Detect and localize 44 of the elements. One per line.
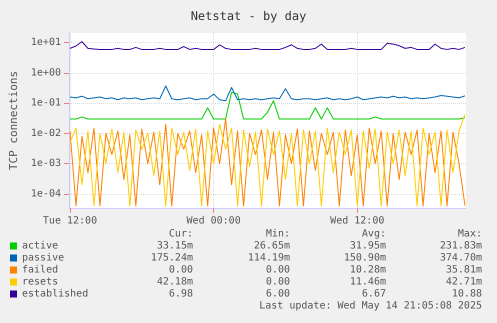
y-tick-label: 1e-04 bbox=[30, 188, 61, 200]
line-series bbox=[70, 86, 466, 102]
text: 175.24m bbox=[150, 252, 193, 264]
y-tick-label: 1e+01 bbox=[30, 37, 61, 48]
text: 150.90m bbox=[344, 252, 386, 264]
text: 6.67 bbox=[362, 288, 386, 300]
text: 35.81m bbox=[446, 264, 482, 276]
text: 0.00 bbox=[266, 264, 290, 276]
y-tick-label: 1e-02 bbox=[30, 128, 61, 139]
y-tick-label: 1e-01 bbox=[30, 98, 61, 109]
legend-label: established bbox=[22, 288, 88, 300]
legend-label: active bbox=[22, 240, 58, 252]
x-tick-label: Wed 12:00 bbox=[330, 216, 384, 226]
text: Avg: bbox=[362, 228, 386, 240]
y-tick-label: 1e-03 bbox=[30, 158, 61, 170]
x-tick-label: Wed 00:00 bbox=[186, 216, 241, 226]
text: 31.95m bbox=[350, 240, 386, 252]
text: 42.71m bbox=[446, 276, 482, 288]
legend-label: resets bbox=[22, 276, 58, 288]
legend-label: passive bbox=[22, 252, 64, 264]
text: 10.28m bbox=[350, 264, 386, 276]
text: 26.65m bbox=[254, 240, 290, 252]
text: 11.46m bbox=[350, 276, 386, 288]
legend-label: failed bbox=[22, 264, 58, 276]
text: 114.19m bbox=[248, 252, 290, 264]
text: 6.00 bbox=[266, 288, 290, 300]
line-series bbox=[70, 92, 466, 120]
text: Min: bbox=[266, 228, 290, 240]
text: 6.98 bbox=[168, 288, 193, 300]
x-tick-label: Tue 12:00 bbox=[42, 216, 98, 226]
text: Max: bbox=[458, 228, 482, 240]
line-series bbox=[70, 41, 466, 50]
text: 10.88 bbox=[452, 288, 482, 300]
y-axis-title: TCP connections bbox=[7, 70, 20, 170]
text: 0.00 bbox=[266, 276, 290, 288]
chart-title: Netstat - by day bbox=[190, 9, 306, 23]
text: Last update: Wed May 14 21:05:08 2025 bbox=[259, 300, 482, 312]
text: 33.15m bbox=[156, 240, 193, 252]
text: 374.70m bbox=[440, 252, 482, 264]
y-tick-label: 1e+00 bbox=[30, 67, 61, 78]
text: 0.00 bbox=[168, 264, 193, 276]
text: 42.18m bbox=[156, 276, 193, 288]
text: 231.83m bbox=[440, 240, 482, 252]
text: Cur: bbox=[168, 228, 193, 240]
